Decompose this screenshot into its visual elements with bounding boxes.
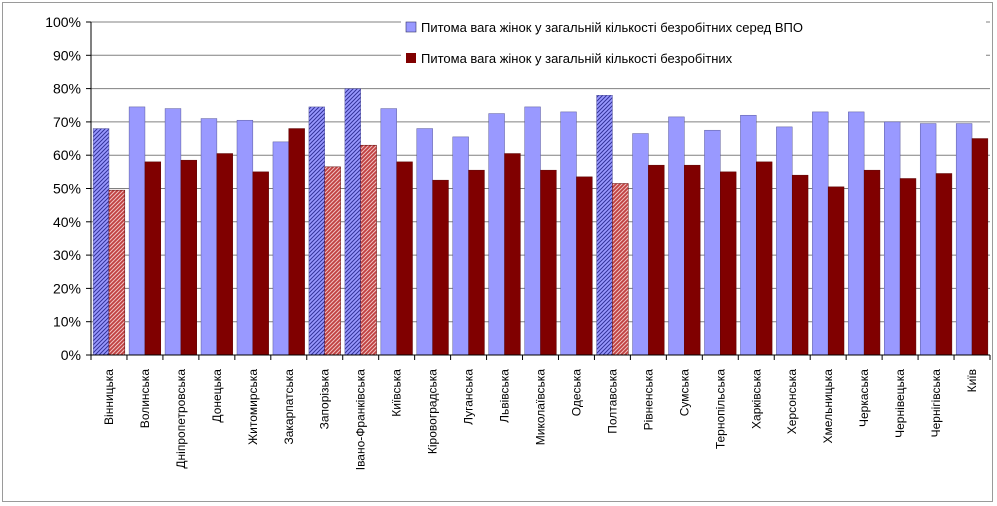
- bar-series-2: [720, 171, 737, 356]
- bar-series-1: [452, 136, 469, 356]
- x-tick-label: Чернівецька: [893, 369, 907, 438]
- bar-series-1: [955, 123, 973, 356]
- bar-series-2: [540, 169, 557, 356]
- x-tick-label: Тернопільська: [713, 369, 727, 449]
- x-tick-label: Дніпропетровська: [174, 369, 188, 469]
- bar-chart: 0% 10% 20% 30% 40% 50% 60% 70% 80% 90% 100% Вінниц…: [45, 9, 991, 471]
- legend-label-series-2: Питома вага жінок у загальній кількості …: [421, 51, 733, 66]
- bar-series-2: [899, 178, 917, 356]
- bar-series-1: [919, 123, 937, 356]
- bar-series-1: [560, 111, 577, 356]
- bar-series-2: [108, 189, 126, 356]
- x-tick-label: Київ: [965, 369, 979, 392]
- x-tick-label: Хмельницька: [821, 369, 835, 444]
- bar-series-2: [756, 161, 773, 356]
- x-tick-label: Кіровоградська: [426, 369, 440, 454]
- x-tick-label: Рівненська: [641, 369, 655, 431]
- y-tick-label: 70%: [53, 114, 81, 130]
- x-tick-label: Івано-Франківська: [354, 369, 368, 471]
- bar-series-1: [236, 119, 254, 356]
- y-tick-label: 20%: [53, 280, 81, 296]
- bar-series-1: [704, 129, 721, 356]
- bar-series-2: [791, 174, 809, 356]
- x-tick-label: Луганська: [462, 369, 476, 425]
- bar-series-2: [216, 153, 233, 356]
- x-tick-label: Херсонська: [785, 369, 799, 435]
- bar-series-1: [596, 95, 613, 356]
- y-tick-label: 90%: [53, 47, 81, 63]
- x-tick-label: Житомирська: [246, 369, 260, 445]
- x-tick-label: Сумська: [677, 369, 691, 417]
- bar-series-1: [308, 106, 325, 356]
- bar-series-1: [92, 128, 110, 356]
- bar-series-1: [272, 141, 290, 356]
- y-tick-label: 40%: [53, 214, 81, 230]
- bar-series-1: [812, 111, 829, 356]
- bar-series-1: [632, 133, 649, 356]
- bar-series-2: [504, 153, 521, 356]
- x-tick-label: Київська: [390, 369, 404, 417]
- bars: [92, 88, 989, 356]
- bar-series-1: [380, 108, 397, 356]
- x-tick-label: Львівська: [498, 369, 512, 423]
- bar-series-2: [576, 176, 593, 356]
- x-tick-label: Харківська: [749, 369, 763, 429]
- x-tick-label: Вінницька: [102, 369, 116, 425]
- bar-series-1: [128, 106, 146, 356]
- bar-series-2: [468, 169, 485, 356]
- bar-series-1: [668, 116, 685, 356]
- legend-swatch-series-2: [406, 53, 416, 63]
- y-tick-label: 80%: [53, 81, 81, 97]
- x-axis-ticks: Вінницька Волинська Дніпропетровська Донець…: [90, 355, 991, 471]
- y-tick-label: 50%: [53, 181, 81, 197]
- y-tick-label: 10%: [53, 314, 81, 330]
- bar-series-2: [288, 128, 305, 356]
- bar-series-2: [396, 161, 413, 356]
- bar-series-1: [344, 88, 361, 356]
- bar-series-2: [684, 164, 701, 356]
- bar-series-2: [324, 166, 341, 356]
- bar-series-1: [416, 128, 433, 356]
- bar-series-1: [524, 106, 541, 356]
- legend: Питома вага жінок у загальній кількості …: [401, 9, 986, 73]
- y-tick-label: 30%: [53, 247, 81, 263]
- y-tick-label: 60%: [53, 147, 81, 163]
- bar-series-1: [848, 111, 865, 356]
- bar-series-1: [200, 118, 218, 356]
- y-tick-label: 0%: [61, 347, 81, 363]
- bar-series-2: [612, 183, 629, 356]
- x-tick-label: Донецька: [210, 369, 224, 423]
- bar-series-2: [144, 161, 162, 356]
- x-tick-label: Черкаська: [857, 369, 871, 427]
- legend-label-series-1: Питома вага жінок у загальній кількості …: [421, 20, 803, 35]
- bar-series-1: [164, 108, 182, 356]
- bar-series-1: [740, 114, 757, 356]
- bar-series-2: [863, 169, 881, 356]
- x-tick-label: Миколаївська: [534, 369, 548, 446]
- bar-series-2: [180, 159, 197, 356]
- bar-series-2: [935, 173, 953, 356]
- x-tick-label: Одеська: [569, 369, 583, 417]
- bar-series-1: [488, 113, 505, 356]
- y-axis-ticks: 0% 10% 20% 30% 40% 50% 60% 70% 80% 90% 100%: [45, 14, 91, 363]
- x-tick-label: Чернігівська: [929, 369, 943, 438]
- x-tick-label: Полтавська: [605, 369, 619, 434]
- legend-swatch-series-1: [405, 21, 417, 33]
- bar-series-2: [252, 171, 269, 356]
- bar-series-1: [884, 121, 901, 356]
- bar-series-2: [432, 179, 449, 356]
- x-tick-label: Волинська: [138, 369, 152, 429]
- bar-series-2: [971, 138, 989, 356]
- bar-series-2: [360, 144, 377, 356]
- y-tick-label: 100%: [45, 14, 81, 30]
- bar-series-1: [776, 126, 793, 356]
- x-tick-label: Запорізька: [318, 369, 332, 430]
- x-tick-label: Закарпатська: [282, 369, 296, 445]
- bar-series-2: [827, 186, 845, 356]
- bar-series-2: [648, 164, 665, 356]
